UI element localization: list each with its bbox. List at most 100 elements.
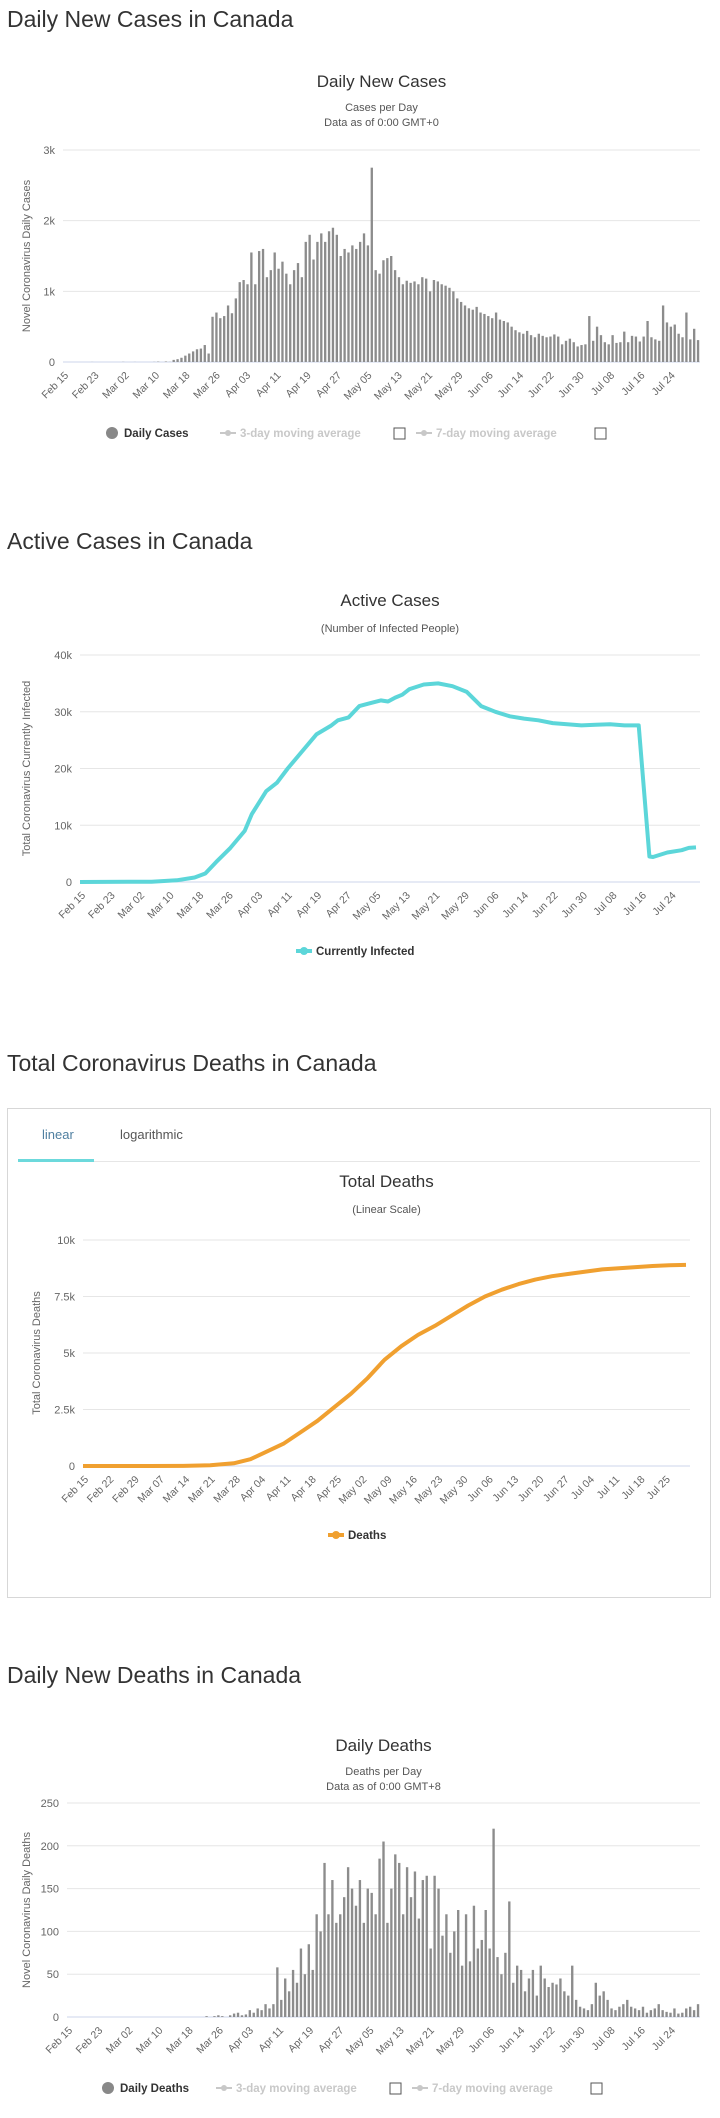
bar: [409, 282, 412, 362]
bar: [324, 241, 327, 362]
bar: [366, 1888, 369, 2017]
bar: [452, 291, 455, 362]
daily-cases-section-title: Daily New Cases in Canada: [7, 6, 294, 32]
y-tick-label: 5k: [63, 1348, 75, 1360]
bar: [390, 256, 393, 362]
bar: [248, 2010, 252, 2017]
x-tick-label: May 05: [344, 2025, 377, 2058]
bar: [595, 326, 599, 362]
x-tick-label: Apr 27: [314, 370, 344, 400]
bar: [425, 278, 428, 362]
y-tick-label: 7.5k: [54, 1292, 75, 1304]
y-axis-label: Total Coronavirus Deaths: [31, 1291, 43, 1415]
bar: [355, 248, 358, 362]
bar: [327, 231, 331, 362]
bar: [506, 322, 509, 362]
bar: [432, 280, 436, 362]
bar: [630, 335, 634, 362]
bar: [358, 241, 362, 362]
bar: [492, 1828, 495, 2017]
bar: [295, 1982, 299, 2017]
daily-deaths-chart: Daily Deaths Deaths per Day Data as of 0:0…: [21, 1736, 700, 2095]
bar: [228, 2015, 232, 2017]
bar: [457, 1910, 460, 2017]
bar: [437, 1888, 440, 2017]
x-tick-label: Jun 30: [557, 2025, 588, 2056]
x-tick-label: Apr 27: [316, 2025, 346, 2055]
bar: [582, 2008, 586, 2017]
bar: [665, 2011, 668, 2017]
bar: [661, 2010, 664, 2017]
bar: [584, 344, 587, 362]
bar: [203, 345, 206, 362]
bar: [226, 305, 230, 362]
bar: [327, 1914, 330, 2017]
y-tick-label: 30k: [54, 707, 72, 719]
bar: [436, 281, 439, 362]
bar: [285, 273, 288, 362]
bar: [351, 245, 354, 362]
bar: [291, 1969, 295, 2017]
bar: [315, 1914, 318, 2017]
bar: [217, 2015, 220, 2017]
bar: [445, 1914, 448, 2017]
tab-logarithmic[interactable]: logarithmic: [120, 1127, 183, 1142]
chart-subtitle-2: Data as of 0:00 GMT+0: [324, 117, 439, 129]
bar: [449, 1952, 452, 2017]
x-tick-label: Apr 11: [264, 1474, 294, 1504]
bar: [475, 306, 478, 362]
x-tick-label: Apr 19: [283, 370, 313, 400]
bar: [515, 1965, 519, 2017]
legend-marker: [300, 947, 308, 955]
bar: [303, 1974, 307, 2017]
bar: [257, 251, 261, 362]
bar: [549, 336, 552, 362]
bar: [537, 333, 540, 362]
bar: [393, 270, 397, 362]
bar: [634, 336, 638, 362]
bar: [256, 2008, 259, 2017]
x-tick-label: May 13: [380, 890, 413, 923]
x-tick-label: Mar 07: [135, 1474, 167, 1506]
x-tick-label: Jun 06: [466, 2025, 497, 2056]
x-tick-label: Jul 16: [621, 890, 649, 918]
bar: [685, 312, 688, 362]
x-tick-label: Mar 26: [204, 890, 236, 922]
bar: [236, 2012, 240, 2017]
x-tick-label: Mar 18: [161, 370, 193, 402]
x-tick-label: Jun 22: [527, 2025, 558, 2056]
y-tick-label: 250: [41, 1798, 59, 1810]
bar: [425, 1875, 428, 2017]
bar: [382, 260, 385, 362]
bar: [374, 270, 377, 362]
bar: [358, 1880, 362, 2017]
bar: [292, 270, 296, 362]
x-tick-label: Mar 10: [145, 890, 177, 922]
legend-checkbox: [389, 2082, 402, 2095]
bar: [541, 335, 544, 362]
bar: [615, 342, 618, 362]
x-tick-label: Jun 14: [496, 2025, 527, 2056]
bar: [299, 1948, 303, 2017]
legend-checkbox: [594, 427, 607, 440]
bar: [347, 252, 350, 362]
bar: [428, 291, 432, 362]
bar: [331, 227, 335, 362]
bar: [494, 312, 498, 362]
tab-linear[interactable]: linear: [42, 1127, 74, 1142]
x-tick-label: Jun 06: [471, 890, 502, 921]
bar: [281, 261, 284, 362]
bar: [378, 1858, 381, 2017]
bar: [476, 1948, 480, 2017]
bar: [343, 1897, 346, 2017]
chart-subtitle: (Linear Scale): [352, 1204, 420, 1216]
bar: [405, 280, 408, 362]
x-tick-label: Mar 26: [194, 2025, 226, 2057]
x-tick-label: May 29: [433, 370, 466, 403]
bar: [335, 234, 338, 362]
bar: [211, 316, 214, 362]
bar: [261, 248, 265, 362]
x-tick-label: Apr 27: [323, 890, 353, 920]
y-tick-label: 50: [47, 1969, 59, 1981]
bar: [696, 2004, 700, 2017]
